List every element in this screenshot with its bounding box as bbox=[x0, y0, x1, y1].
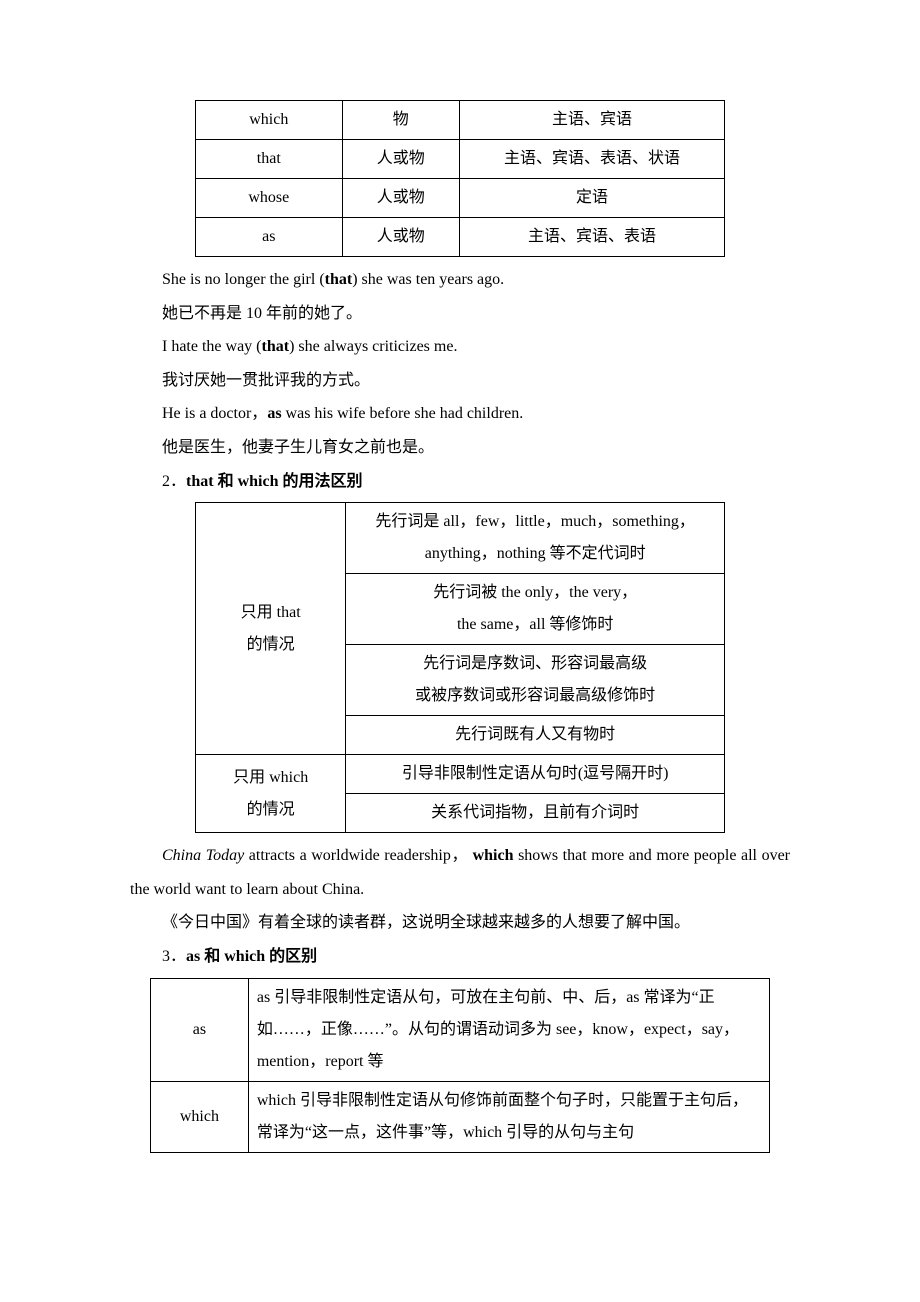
cell-rule: 先行词被 the only，the very， the same，all 等修饰… bbox=[346, 574, 725, 645]
cell-line: 先行词是 all，few，little，much，something， bbox=[375, 513, 695, 530]
cell-referent: 人或物 bbox=[342, 179, 459, 218]
example-en: I hate the way (that) she always critici… bbox=[130, 330, 790, 364]
cell-role: 主语、宾语、表语、状语 bbox=[459, 140, 724, 179]
cell-condition: 只用 which 的情况 bbox=[196, 755, 346, 833]
cell-role: 主语、宾语 bbox=[459, 101, 724, 140]
section-heading: 2．that 和 which 的用法区别 bbox=[130, 465, 790, 499]
table-row: which which 引导非限制性定语从句修饰前面整个句子时，只能置于主句后，… bbox=[151, 1081, 770, 1152]
cell-referent: 物 bbox=[342, 101, 459, 140]
cell-line: 只用 which bbox=[233, 769, 308, 786]
paragraph-zh: 《今日中国》有着全球的读者群，这说明全球越来越多的人想要了解中国。 bbox=[130, 906, 790, 940]
cell-rule: 先行词既有人又有物时 bbox=[346, 716, 725, 755]
cell-pronoun: that bbox=[196, 140, 343, 179]
example-zh: 他是医生，他妻子生儿育女之前也是。 bbox=[130, 431, 790, 465]
cell-line: the same，all 等修饰时 bbox=[457, 616, 613, 633]
cell-rule: 引导非限制性定语从句时(逗号隔开时) bbox=[346, 755, 725, 794]
example-en: He is a doctor，as was his wife before sh… bbox=[130, 397, 790, 431]
cell-line: 先行词被 the only，the very， bbox=[433, 584, 637, 601]
cell-condition: 只用 that 的情况 bbox=[196, 503, 346, 755]
example-en: She is no longer the girl (that) she was… bbox=[130, 263, 790, 297]
cell-word: as bbox=[151, 978, 249, 1081]
that-which-table: 只用 that 的情况 先行词是 all，few，little，much，som… bbox=[195, 502, 725, 833]
cell-line: 只用 that bbox=[241, 604, 301, 621]
cell-explain: which 引导非限制性定语从句修饰前面整个句子时，只能置于主句后，常译为“这一… bbox=[248, 1081, 769, 1152]
paragraph-en: China Today attracts a worldwide readers… bbox=[130, 839, 790, 906]
cell-line: 先行词是序数词、形容词最高级 bbox=[423, 655, 647, 672]
example-zh: 我讨厌她一贯批评我的方式。 bbox=[130, 364, 790, 398]
cell-pronoun: as bbox=[196, 218, 343, 257]
table-row: as as 引导非限制性定语从句，可放在主句前、中、后，as 常译为“正如……，… bbox=[151, 978, 770, 1081]
cell-line: 的情况 bbox=[247, 801, 295, 818]
example-zh: 她已不再是 10 年前的她了。 bbox=[130, 297, 790, 331]
cell-rule: 先行词是 all，few，little，much，something， anyt… bbox=[346, 503, 725, 574]
cell-role: 主语、宾语、表语 bbox=[459, 218, 724, 257]
cell-line: 或被序数词或形容词最高级修饰时 bbox=[415, 687, 655, 704]
cell-line: 的情况 bbox=[247, 636, 295, 653]
cell-word: which bbox=[151, 1081, 249, 1152]
cell-line: anything，nothing 等不定代词时 bbox=[425, 545, 646, 562]
cell-referent: 人或物 bbox=[342, 218, 459, 257]
as-which-table: as as 引导非限制性定语从句，可放在主句前、中、后，as 常译为“正如……，… bbox=[150, 978, 770, 1153]
table-row: that 人或物 主语、宾语、表语、状语 bbox=[196, 140, 725, 179]
table-row: 只用 that 的情况 先行词是 all，few，little，much，som… bbox=[196, 503, 725, 574]
cell-pronoun: whose bbox=[196, 179, 343, 218]
cell-rule: 先行词是序数词、形容词最高级 或被序数词或形容词最高级修饰时 bbox=[346, 645, 725, 716]
table-row: 只用 which 的情况 引导非限制性定语从句时(逗号隔开时) bbox=[196, 755, 725, 794]
table-row: whose 人或物 定语 bbox=[196, 179, 725, 218]
document-page: which 物 主语、宾语 that 人或物 主语、宾语、表语、状语 whose… bbox=[0, 0, 920, 1219]
table-row: which 物 主语、宾语 bbox=[196, 101, 725, 140]
cell-referent: 人或物 bbox=[342, 140, 459, 179]
pronoun-table: which 物 主语、宾语 that 人或物 主语、宾语、表语、状语 whose… bbox=[195, 100, 725, 257]
cell-role: 定语 bbox=[459, 179, 724, 218]
cell-explain: as 引导非限制性定语从句，可放在主句前、中、后，as 常译为“正如……，正像…… bbox=[248, 978, 769, 1081]
table-row: as 人或物 主语、宾语、表语 bbox=[196, 218, 725, 257]
section-heading: 3．as 和 which 的区别 bbox=[130, 940, 790, 974]
cell-rule: 关系代词指物，且前有介词时 bbox=[346, 794, 725, 833]
cell-pronoun: which bbox=[196, 101, 343, 140]
